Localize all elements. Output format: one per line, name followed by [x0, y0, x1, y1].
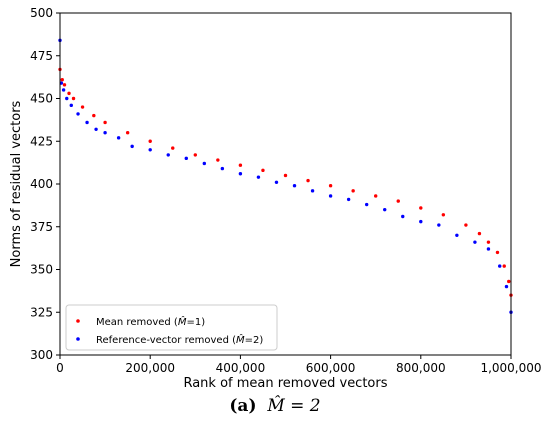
data-point-mean-removed: [261, 168, 265, 173]
data-point-reference-removed: [364, 202, 369, 207]
x-tick-label: 800,000: [396, 361, 446, 375]
data-point-mean-removed: [62, 83, 67, 87]
data-point-mean-removed: [351, 189, 355, 193]
data-point-reference-removed: [455, 233, 459, 237]
data-point-reference-removed: [85, 120, 89, 125]
y-axis-ticks: 300 325 350 375 400 425 450 475 500: [30, 6, 60, 362]
x-tick-label: 400,000: [216, 361, 266, 375]
data-points: [58, 38, 513, 314]
data-point-mean-removed: [441, 213, 446, 217]
data-point-mean-removed: [193, 153, 197, 157]
data-point-mean-removed: [238, 163, 243, 167]
data-point-reference-removed: [274, 180, 279, 184]
data-point-mean-removed: [67, 91, 71, 96]
data-point-reference-removed: [310, 189, 315, 193]
data-point-reference-removed: [148, 148, 152, 152]
data-point-reference-removed: [498, 264, 502, 268]
y-tick-label: 350: [30, 263, 53, 277]
data-point-reference-removed: [76, 112, 80, 116]
data-point-reference-removed: [130, 144, 134, 149]
y-tick-label: 500: [30, 6, 53, 20]
data-point-mean-removed: [306, 178, 310, 183]
y-tick-label: 300: [30, 348, 53, 362]
data-point-reference-removed: [256, 175, 261, 179]
data-point-reference-removed: [61, 88, 66, 92]
x-tick-label: 200,000: [125, 361, 175, 375]
data-point-reference-removed: [401, 214, 405, 219]
legend-label-mean-removed: Mean removed (M̂=1): [96, 315, 205, 328]
x-tick-label: 600,000: [306, 361, 356, 375]
data-point-mean-removed: [92, 113, 96, 118]
y-axis-label: Norms of residual vectors: [9, 100, 24, 267]
legend-marker-mean-removed: [76, 319, 80, 323]
x-tick-label: 1,000,000: [480, 361, 541, 375]
x-axis-ticks: 0 200,000 400,000 600,000 800,000 1,000,000: [56, 355, 542, 375]
y-tick-label: 400: [30, 177, 53, 191]
data-point-reference-removed: [184, 156, 188, 161]
data-point-reference-removed: [103, 131, 107, 135]
y-tick-label: 425: [30, 134, 53, 148]
legend-marker-reference-removed: [76, 337, 80, 341]
data-point-mean-removed: [60, 77, 64, 82]
scatter-chart: 0 200,000 400,000 600,000 800,000 1,000,000 3…: [9, 6, 542, 391]
data-point-mean-removed: [374, 194, 378, 198]
legend-label-reference-removed: Reference-vector removed (M̂=2): [96, 333, 263, 346]
data-point-mean-removed: [328, 184, 333, 188]
data-point-reference-removed: [383, 207, 387, 212]
y-tick-label: 475: [30, 49, 53, 63]
figure-caption: (a) M̂ = 2: [0, 396, 550, 416]
data-point-mean-removed: [103, 120, 107, 125]
data-point-reference-removed: [116, 136, 121, 140]
data-point-reference-removed: [202, 161, 207, 166]
data-point-reference-removed: [238, 172, 243, 176]
data-point-reference-removed: [328, 194, 333, 198]
y-tick-label: 325: [30, 305, 53, 319]
data-point-reference-removed: [473, 240, 477, 244]
data-point-mean-removed: [502, 264, 506, 268]
data-point-reference-removed: [486, 247, 491, 251]
legend-box: [65, 304, 278, 351]
data-point-reference-removed: [346, 197, 351, 202]
data-point-reference-removed: [292, 184, 297, 188]
data-point-mean-removed: [148, 139, 152, 143]
x-axis-label: Rank of mean removed vectors: [183, 376, 387, 391]
data-point-mean-removed: [283, 173, 288, 178]
plot-frame: [59, 12, 512, 356]
x-tick-label: 0: [56, 361, 64, 375]
data-point-mean-removed: [495, 250, 500, 255]
data-point-reference-removed: [69, 103, 73, 108]
data-point-reference-removed: [59, 81, 64, 85]
y-tick-label: 450: [30, 92, 53, 106]
data-point-mean-removed: [396, 199, 400, 203]
data-point-mean-removed: [71, 96, 76, 101]
y-tick-label: 375: [30, 220, 53, 234]
data-point-reference-removed: [437, 223, 441, 227]
data-point-reference-removed: [220, 166, 225, 171]
data-point-mean-removed: [80, 105, 85, 109]
data-point-reference-removed: [504, 284, 509, 289]
data-point-mean-removed: [507, 279, 511, 284]
data-point-reference-removed: [166, 153, 170, 157]
data-point-mean-removed: [216, 158, 220, 162]
data-point-mean-removed: [419, 206, 423, 210]
data-point-reference-removed: [65, 96, 69, 101]
data-point-reference-removed: [419, 219, 423, 224]
caption-tag: (a): [229, 396, 257, 416]
data-point-reference-removed: [94, 127, 98, 131]
caption-equation: M̂ = 2: [267, 396, 321, 416]
data-point-mean-removed: [486, 240, 491, 244]
data-point-mean-removed: [125, 131, 130, 135]
data-point-mean-removed: [464, 223, 468, 227]
legend: Mean removed (M̂=1) Reference-vector rem…: [65, 304, 278, 351]
data-point-mean-removed: [477, 231, 482, 236]
data-point-mean-removed: [171, 146, 175, 150]
